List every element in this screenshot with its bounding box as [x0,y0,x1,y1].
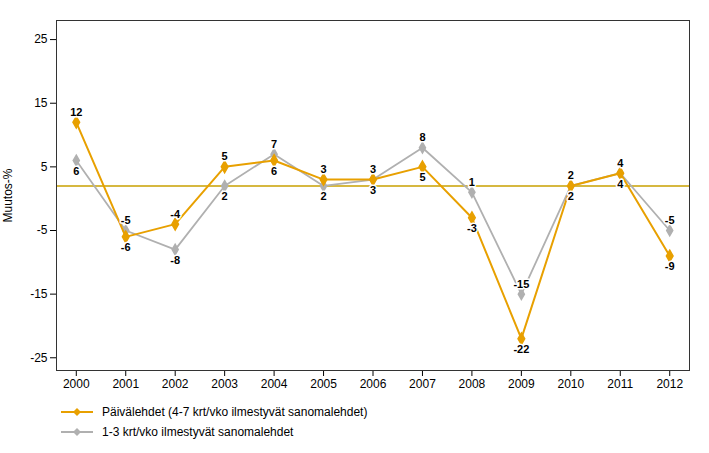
svg-text:2005: 2005 [310,377,337,391]
svg-text:-22: -22 [513,343,529,355]
svg-text:3: 3 [370,163,376,175]
svg-text:-15: -15 [30,287,48,301]
svg-text:1: 1 [469,176,475,188]
svg-text:2001: 2001 [112,377,139,391]
svg-text:-5: -5 [121,214,131,226]
svg-text:-3: -3 [467,222,477,234]
svg-text:15: 15 [34,96,48,110]
svg-text:2012: 2012 [656,377,683,391]
svg-text:2011: 2011 [607,377,633,391]
svg-text:4: 4 [617,178,624,190]
svg-text:2: 2 [568,169,574,181]
svg-text:3: 3 [370,184,376,196]
svg-text:Muutos-%: Muutos-% [1,168,15,222]
svg-text:2003: 2003 [211,377,238,391]
svg-text:2: 2 [222,190,228,202]
svg-text:6: 6 [73,165,79,177]
svg-text:-6: -6 [121,241,131,253]
svg-text:2009: 2009 [508,377,535,391]
svg-text:-25: -25 [30,351,48,365]
svg-text:5: 5 [41,160,48,174]
svg-text:2008: 2008 [459,377,486,391]
svg-text:5: 5 [419,171,425,183]
svg-text:-5: -5 [37,223,48,237]
svg-text:25: 25 [34,32,48,46]
svg-text:12: 12 [70,106,82,118]
svg-text:2000: 2000 [63,377,90,391]
html-text:Päivälehdet (4-7 krt/vko ilmes: Päivälehdet (4-7 krt/vko ilmestyvät sano… [102,405,368,419]
svg-text:2007: 2007 [409,377,436,391]
svg-text:7: 7 [271,138,277,150]
svg-text:-8: -8 [170,254,180,266]
svg-text:2004: 2004 [261,377,288,391]
svg-text:6: 6 [271,165,277,177]
svg-text:4: 4 [617,157,624,169]
svg-text:-4: -4 [170,208,181,220]
svg-text:3: 3 [320,163,326,175]
svg-text:5: 5 [222,150,228,162]
html-text:1-3 krt/vko ilmestyvät sanomal: 1-3 krt/vko ilmestyvät sanomalehdet [102,425,294,439]
svg-text:2006: 2006 [360,377,387,391]
svg-text:-5: -5 [665,214,675,226]
svg-text:8: 8 [419,131,425,143]
svg-text:-9: -9 [665,260,675,272]
svg-text:-15: -15 [513,278,529,290]
svg-text:2002: 2002 [162,377,189,391]
svg-text:2: 2 [568,190,574,202]
svg-text:2010: 2010 [557,377,584,391]
svg-text:2: 2 [320,190,326,202]
